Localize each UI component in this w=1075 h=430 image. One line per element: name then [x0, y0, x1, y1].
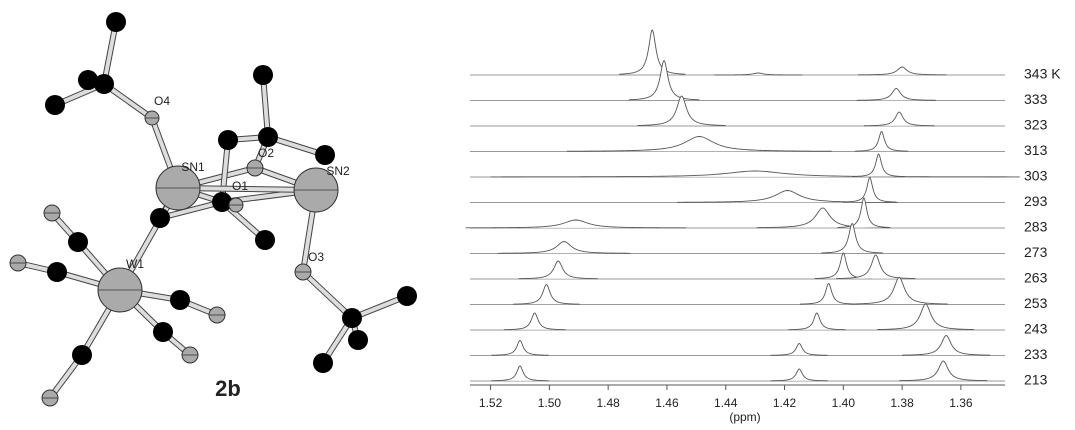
peak	[498, 242, 630, 254]
peak	[629, 61, 700, 100]
atom-carbon	[253, 65, 273, 85]
atom-label: SN1	[181, 160, 205, 174]
trace-label: 243	[1024, 321, 1048, 337]
atom-carbon	[106, 12, 126, 32]
peak	[714, 73, 802, 75]
peak	[800, 284, 857, 305]
trace-label: 333	[1024, 91, 1048, 107]
x-tick-label: 1.44	[714, 396, 738, 410]
atom-carbon	[212, 192, 232, 212]
peak	[864, 112, 935, 126]
atom-carbon	[170, 290, 190, 310]
atom-label: W1	[126, 257, 144, 271]
peak	[567, 137, 832, 152]
trace-label: 303	[1024, 168, 1048, 184]
peak	[619, 30, 685, 74]
atom-label: O4	[154, 94, 170, 108]
trace-label: 323	[1024, 117, 1048, 133]
atom-carbon	[45, 95, 65, 115]
figure: 2b (ppm) O4 SN1 O2 O1 SN2 W1 O3 1.52 1.50 1.48 1.4…	[0, 0, 1075, 425]
peak	[771, 369, 828, 381]
atom-carbon	[150, 208, 170, 228]
atom-carbon	[72, 345, 92, 365]
peak	[902, 336, 990, 356]
atom-carbon	[47, 262, 67, 282]
atom-carbon	[153, 322, 173, 342]
atom-carbon	[94, 74, 114, 94]
atom-label: O2	[258, 146, 274, 160]
trace-label: 253	[1024, 295, 1048, 311]
x-tick-label: 1.46	[655, 396, 679, 410]
peak	[771, 344, 828, 356]
atom-label: SN2	[326, 164, 350, 178]
x-tick-label: 1.50	[538, 396, 562, 410]
peak	[466, 220, 686, 228]
x-tick-label: 1.42	[773, 396, 797, 410]
compound-label: 2b	[215, 376, 241, 401]
peak	[491, 341, 548, 356]
atom-label: O1	[232, 179, 248, 193]
peak	[851, 278, 948, 305]
trace-label: 213	[1024, 372, 1048, 388]
page: {"molecule": {"compound": "2b", "labels"…	[0, 0, 1075, 430]
peak	[852, 154, 905, 177]
atom-carbon	[258, 127, 278, 147]
x-tick-label: 1.38	[890, 396, 914, 410]
x-axis-label: (ppm)	[729, 410, 760, 424]
peak	[877, 304, 974, 330]
trace-label: 283	[1024, 219, 1048, 235]
trace-label: 293	[1024, 193, 1048, 209]
peak	[855, 132, 908, 152]
x-tick-label: 1.40	[832, 396, 856, 410]
peak	[519, 261, 598, 279]
peak	[843, 178, 896, 203]
trace-label: 343 K	[1024, 66, 1061, 82]
trace-label: 313	[1024, 142, 1048, 158]
peak	[815, 253, 872, 279]
trace-label: 273	[1024, 244, 1048, 260]
peak	[513, 285, 579, 305]
peak	[788, 313, 845, 330]
atom-carbon	[315, 145, 335, 165]
trace-label: 233	[1024, 346, 1048, 362]
peak	[504, 313, 566, 330]
peak	[858, 67, 946, 75]
atom-carbon	[255, 230, 275, 250]
atom-carbon	[348, 330, 368, 350]
bond	[303, 272, 352, 318]
peak	[899, 361, 987, 381]
peak	[857, 89, 936, 101]
x-tick-label: 1.52	[479, 396, 503, 410]
atom-label: O3	[308, 250, 324, 264]
x-tick-label: 1.36	[949, 396, 973, 410]
atom-carbon	[342, 308, 362, 328]
trace-label: 263	[1024, 270, 1048, 286]
atom-carbon	[313, 353, 333, 373]
peak	[491, 366, 548, 381]
x-tick-label: 1.48	[596, 396, 620, 410]
atom-carbon	[68, 232, 88, 252]
peak	[491, 171, 1020, 177]
atom-carbon	[218, 130, 238, 150]
atom-carbon	[397, 286, 417, 306]
